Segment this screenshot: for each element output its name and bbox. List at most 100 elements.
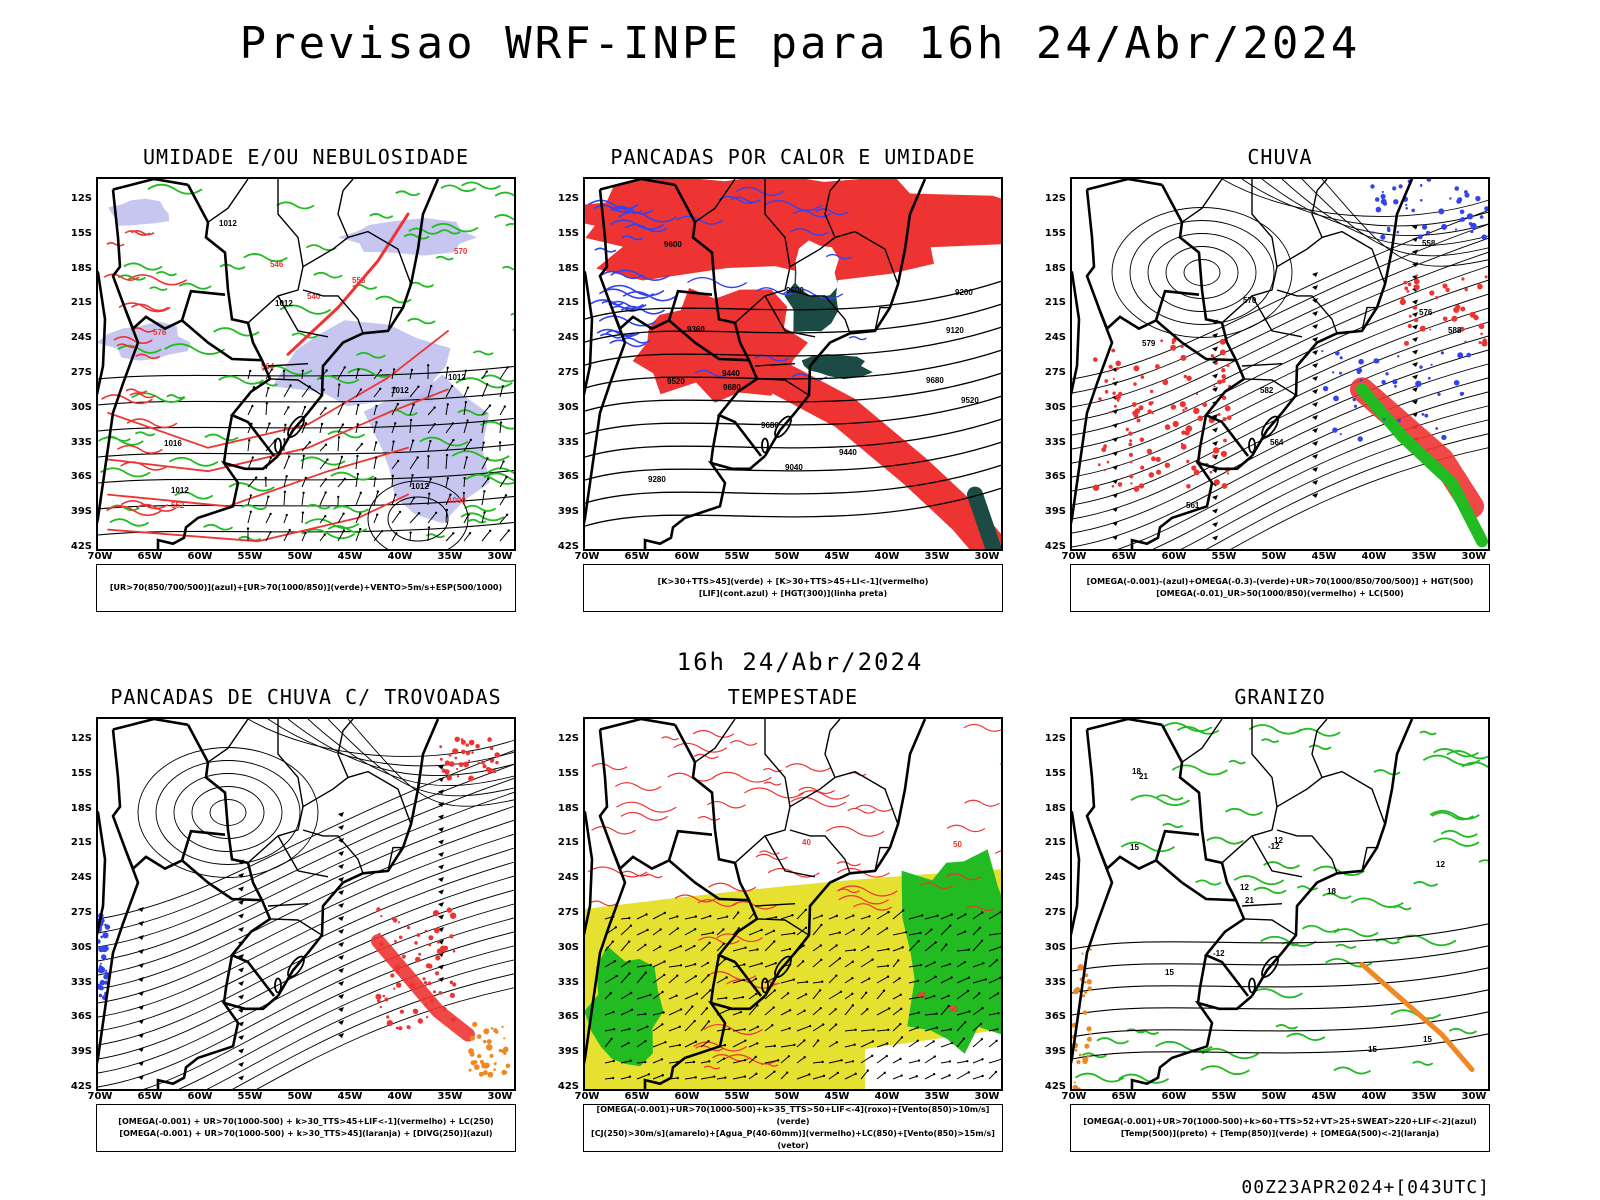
lon-tick-label: 55W xyxy=(1211,551,1237,562)
lat-tick-label: 42S xyxy=(557,541,579,552)
lat-tick-label: 39S xyxy=(70,1046,92,1058)
panel-legend: [OMEGA(-0.001)+UR>70(1000-500)+k>60+TTS>… xyxy=(1070,1104,1490,1152)
map-canvas: 9680 9680 9680 9600 9520 9440 9360 9280 9200 9120… xyxy=(585,179,1001,549)
contour-label: 540 xyxy=(307,292,321,301)
lon-tick-label: 55W xyxy=(724,551,750,562)
contour-label: 50 xyxy=(953,840,962,849)
lon-tick-label: 70W xyxy=(87,551,113,562)
contour-label: 9280 xyxy=(648,475,666,484)
panel-title: UMIDADE E/OU NEBULOSIDADE xyxy=(142,145,470,169)
panel-title: PANCADAS POR CALOR E UMIDADE xyxy=(610,145,976,169)
lat-tick-label: 12S xyxy=(1044,193,1066,204)
lon-tick-label: 65W xyxy=(1111,1091,1137,1102)
lat-tick-label: 12S xyxy=(557,733,579,744)
contour-label: 582 xyxy=(1260,386,1274,395)
lat-tick-label: 21S xyxy=(70,837,92,849)
lat-tick-label: 36S xyxy=(70,1011,92,1023)
legend-line: [OMEGA(-0.001)+UR>70(1000-500)+k>60+TTS>… xyxy=(1083,1117,1477,1126)
contour-label: 15 xyxy=(1423,1035,1432,1044)
lat-tick-label: 24S xyxy=(1044,332,1066,344)
contour-label: 564 xyxy=(1270,438,1284,447)
contour-label: 9440 xyxy=(722,369,740,378)
contour-label: 1016 xyxy=(164,439,182,448)
contour-label: 9600 xyxy=(786,286,804,295)
lat-tick-label: 15S xyxy=(1044,767,1066,779)
lat-tick-label: 12S xyxy=(1044,733,1066,744)
lon-tick-label: 60W xyxy=(187,551,213,562)
contour-label: 15 xyxy=(1130,843,1139,852)
contour-label: 9360 xyxy=(687,325,705,334)
contour-label: -12 xyxy=(1213,949,1225,958)
lon-tick-label: 70W xyxy=(1061,1091,1087,1102)
map-canvas: 40 50 50 40 xyxy=(585,719,1001,1089)
lon-tick-label: 60W xyxy=(674,551,700,562)
lon-tick-label: 70W xyxy=(1061,551,1087,562)
contour-label: 579 xyxy=(1142,339,1156,348)
lat-tick-label: 27S xyxy=(70,907,92,918)
lat-tick-label: 33S xyxy=(1044,436,1066,448)
map-canvas: 588 582 579 576 570 564 561 558 xyxy=(1072,179,1488,549)
lat-tick-label: 33S xyxy=(1044,976,1066,988)
contour-label: 21 xyxy=(1139,772,1148,781)
lat-tick-label: 42S xyxy=(1044,541,1066,552)
lon-tick-label: 40W xyxy=(874,1091,900,1102)
contour-label: 552 xyxy=(171,501,185,510)
lon-tick-label: 45W xyxy=(1311,551,1337,562)
lon-tick-label: 60W xyxy=(1161,1091,1187,1102)
panel-title: PANCADAS DE CHUVA C/ TROVOADAS xyxy=(110,685,502,709)
map-panel: 40 50 50 40 xyxy=(583,717,1003,1091)
lat-tick-label: 27S xyxy=(557,907,579,918)
lat-tick-label: 15S xyxy=(557,227,579,239)
lon-tick-label: 65W xyxy=(624,1091,650,1102)
contour-label: 12 xyxy=(1240,883,1249,892)
lon-tick-label: 30W xyxy=(1461,1091,1487,1102)
lat-tick-label: 12S xyxy=(557,193,579,204)
lat-tick-label: 24S xyxy=(557,872,579,884)
contour-label: 9600 xyxy=(664,240,682,249)
panel-legend: [OMEGA(-0.001)+UR>70(1000-500)+k>35_TTS>… xyxy=(583,1104,1003,1152)
contour-label: 18 xyxy=(1132,767,1141,776)
contour-label: 9680 xyxy=(926,376,944,385)
lat-tick-label: 18S xyxy=(557,802,579,814)
lon-tick-label: 55W xyxy=(237,551,263,562)
contour-label: 9440 xyxy=(839,448,857,457)
lat-tick-label: 27S xyxy=(70,367,92,378)
map-canvas: 1012 1012 1012 1012 1012 1012 1016 1000 576 570 56… xyxy=(98,179,514,549)
legend-line: [OMEGA(-0.001) + UR>70(1000-500) + k>30_… xyxy=(119,1129,493,1138)
contour-label: 588 xyxy=(1448,326,1462,335)
contour-label: 576 xyxy=(1419,308,1433,317)
run-info: 00Z23APR2024+[043UTC] xyxy=(1241,1177,1490,1198)
lon-tick-label: 70W xyxy=(574,1091,600,1102)
legend-line: [CJ(250)>30m/s](amarelo)+[Agua_P(40-60mm… xyxy=(591,1129,995,1150)
lon-tick-label: 50W xyxy=(774,551,800,562)
contour-label: 546 xyxy=(270,260,284,269)
panel-title: GRANIZO xyxy=(1234,685,1326,709)
lat-tick-label: 27S xyxy=(557,367,579,378)
lat-tick-label: 36S xyxy=(1044,471,1066,483)
contour-label: 1012 xyxy=(219,219,237,228)
lon-tick-label: 45W xyxy=(1311,1091,1337,1102)
contour-label: 1012 xyxy=(448,373,466,382)
contour-label: 558 xyxy=(352,276,366,285)
lat-tick-label: 18S xyxy=(1044,802,1066,814)
lon-tick-label: 45W xyxy=(824,551,850,562)
lon-tick-label: 65W xyxy=(137,1091,163,1102)
lat-tick-label: 42S xyxy=(1044,1081,1066,1092)
lat-tick-label: 33S xyxy=(557,436,579,448)
lat-tick-label: 15S xyxy=(70,227,92,239)
contour-label: 18 xyxy=(1327,887,1336,896)
panel-legend: [UR>70(850/700/500)](azul)+[UR>70(1000/8… xyxy=(96,564,516,612)
lon-tick-label: 50W xyxy=(774,1091,800,1102)
lon-tick-label: 65W xyxy=(624,551,650,562)
lat-tick-label: 39S xyxy=(557,1046,579,1058)
legend-line: [OMEGA(-0.01)_UR>50(1000/850)(vermelho) … xyxy=(1156,589,1404,598)
lon-tick-label: 60W xyxy=(187,1091,213,1102)
contour-label: 9680 xyxy=(761,421,779,430)
panel-legend: [K>30+TTS>45](verde) + [K>30+TTS>45+LI<-… xyxy=(583,564,1003,612)
lon-tick-label: 35W xyxy=(1411,551,1437,562)
contour-label: 40 xyxy=(802,838,811,847)
contour-label: 558 xyxy=(1422,239,1436,248)
lon-tick-label: 45W xyxy=(824,1091,850,1102)
legend-line: [UR>70(850/700/500)](azul)+[UR>70(1000/8… xyxy=(109,583,503,592)
